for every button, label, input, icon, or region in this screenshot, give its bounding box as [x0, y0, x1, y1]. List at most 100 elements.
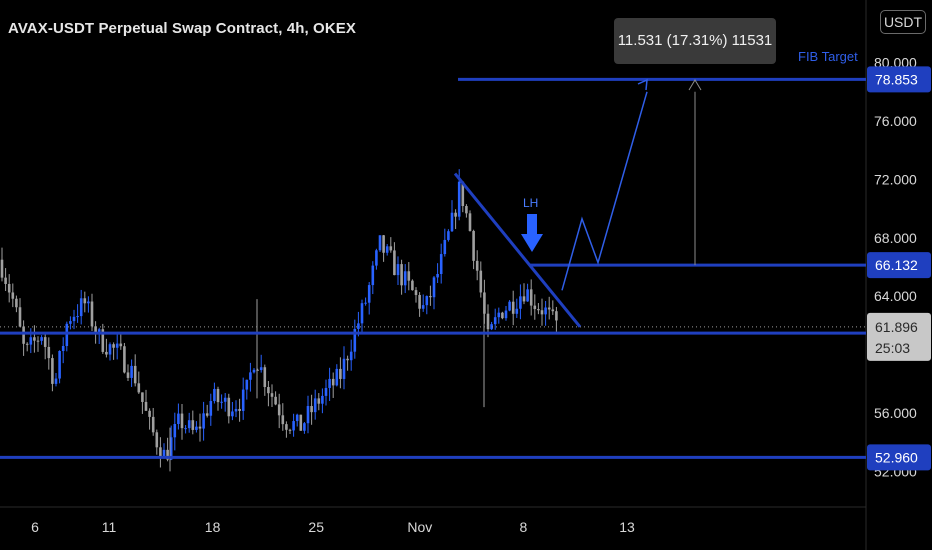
projection-arrowhead — [637, 78, 648, 91]
candle-body — [364, 302, 367, 304]
lower-high-label: LH — [523, 196, 539, 210]
candle-body — [526, 289, 529, 302]
y-tick-label: 72.000 — [874, 171, 917, 187]
candle-body — [519, 296, 522, 309]
candle-body — [270, 393, 274, 397]
candle-body — [151, 416, 155, 433]
candle-body — [504, 310, 508, 319]
currency-unit-button[interactable]: USDT — [880, 10, 926, 34]
candle-body — [303, 423, 306, 431]
projection-path — [561, 91, 648, 291]
candle-body — [486, 313, 490, 330]
candle-body — [126, 372, 130, 378]
candle-body — [267, 387, 270, 394]
candle-body — [234, 408, 238, 412]
candle-body — [385, 246, 389, 253]
candle-body — [299, 414, 303, 431]
candle-body — [159, 447, 162, 459]
candle-body — [216, 388, 220, 403]
candle-body — [119, 343, 123, 347]
candle-body — [252, 369, 256, 373]
x-tick-label: 25 — [308, 519, 324, 535]
candle-body — [169, 437, 173, 460]
candle-body — [515, 308, 519, 314]
candle-body — [155, 432, 159, 448]
candle-body — [375, 250, 378, 266]
candle-body — [436, 273, 439, 278]
current-price-label: 61.896 — [875, 319, 918, 335]
candle-body — [177, 413, 180, 425]
candle-body — [112, 344, 115, 348]
price-level-label: 52.960 — [875, 449, 918, 465]
price-level-label: 66.132 — [875, 257, 918, 273]
candle-body — [411, 280, 414, 291]
candle-body — [83, 298, 87, 304]
x-tick-label: Nov — [407, 519, 432, 535]
candle-body — [61, 345, 65, 351]
measure-label: 11.531 (17.31%) 11531 — [614, 18, 776, 64]
candle-body — [317, 398, 321, 404]
candle-body — [65, 323, 69, 346]
candle-body — [173, 424, 177, 438]
candle-body — [475, 260, 479, 271]
candle-body — [76, 316, 79, 318]
x-tick-label: 11 — [102, 519, 117, 535]
candle-body — [256, 369, 259, 371]
candle-body — [346, 358, 349, 361]
candle-body — [393, 250, 396, 276]
candle-body — [97, 329, 101, 334]
candle-body — [274, 396, 277, 405]
candle-body — [191, 420, 195, 430]
candle-body — [321, 395, 324, 404]
candle-body — [457, 181, 461, 217]
candle-body — [144, 401, 148, 411]
candle-body — [339, 368, 342, 379]
candle-body — [223, 397, 227, 402]
candle-body — [241, 389, 245, 411]
lower-high-arrow-icon — [521, 214, 543, 252]
candle-body — [288, 429, 292, 431]
candle-body — [277, 404, 281, 416]
candle-body — [123, 346, 126, 373]
candle-body — [328, 378, 331, 388]
candle-body — [101, 329, 105, 352]
candle-body — [555, 311, 558, 321]
candle-body — [450, 212, 454, 232]
candle-body — [238, 408, 241, 411]
candle-body — [360, 303, 364, 324]
candle-body — [522, 296, 526, 302]
candle-body — [4, 277, 7, 284]
candle-body — [432, 277, 436, 298]
candle-body — [130, 365, 133, 378]
candle-body — [58, 350, 61, 379]
candle-body — [47, 346, 51, 359]
x-tick-label: 13 — [619, 519, 635, 535]
candle-body — [137, 383, 141, 393]
candle-body — [15, 298, 18, 308]
candle-body — [40, 337, 43, 341]
y-tick-label: 56.000 — [874, 405, 917, 421]
candle-body — [382, 235, 385, 253]
price-level-label-bg — [867, 444, 931, 471]
candle-body — [166, 449, 169, 460]
candle-body — [306, 406, 310, 424]
candle-body — [209, 401, 213, 416]
candle-body — [141, 392, 144, 402]
candle-body — [249, 372, 252, 380]
candle-body — [447, 231, 450, 240]
candle-body — [292, 421, 295, 431]
candle-body — [133, 365, 137, 384]
chart-title: AVAX-USDT Perpetual Swap Contract, 4h, O… — [8, 20, 356, 37]
candle-body — [231, 411, 234, 417]
y-tick-label: 68.000 — [874, 230, 917, 246]
candle-body — [418, 295, 421, 309]
measure-arrowhead — [688, 79, 702, 91]
x-tick-label: 8 — [520, 519, 528, 535]
y-tick-label: 76.000 — [874, 113, 917, 129]
candle-body — [493, 317, 497, 325]
candle-body — [108, 344, 112, 355]
price-level-label-bg — [867, 66, 931, 93]
candle-body — [220, 401, 223, 403]
candle-body — [537, 309, 540, 311]
